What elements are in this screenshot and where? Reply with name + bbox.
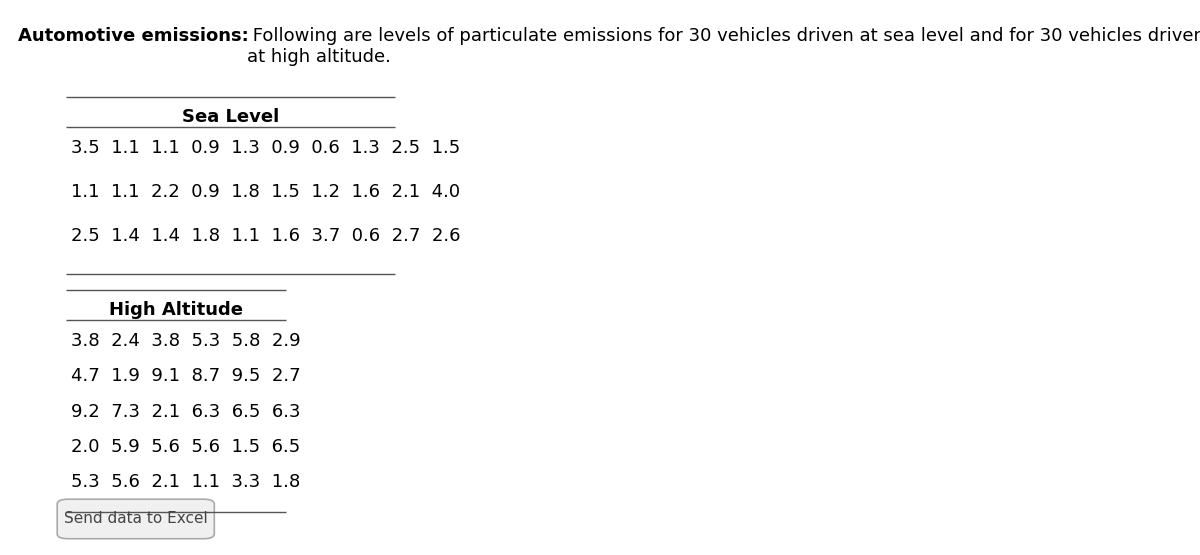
Text: Sea Level: Sea Level — [182, 108, 280, 125]
Text: Send data to Excel: Send data to Excel — [64, 512, 208, 527]
Text: 2.0  5.9  5.6  5.6  1.5  6.5: 2.0 5.9 5.6 5.6 1.5 6.5 — [71, 438, 300, 456]
Text: 9.2  7.3  2.1  6.3  6.5  6.3: 9.2 7.3 2.1 6.3 6.5 6.3 — [71, 402, 300, 421]
Text: High Altitude: High Altitude — [109, 301, 242, 319]
Text: 5.3  5.6  2.1  1.1  3.3  1.8: 5.3 5.6 2.1 1.1 3.3 1.8 — [71, 473, 300, 491]
FancyBboxPatch shape — [58, 499, 215, 539]
Text: 2.5  1.4  1.4  1.8  1.1  1.6  3.7  0.6  2.7  2.6: 2.5 1.4 1.4 1.8 1.1 1.6 3.7 0.6 2.7 2.6 — [71, 226, 461, 245]
Text: 3.8  2.4  3.8  5.3  5.8  2.9: 3.8 2.4 3.8 5.3 5.8 2.9 — [71, 332, 300, 350]
Text: 4.7  1.9  9.1  8.7  9.5  2.7: 4.7 1.9 9.1 8.7 9.5 2.7 — [71, 367, 300, 386]
Text: Following are levels of particulate emissions for 30 vehicles driven at sea leve: Following are levels of particulate emis… — [247, 27, 1200, 65]
Text: 3.5  1.1  1.1  0.9  1.3  0.9  0.6  1.3  2.5  1.5: 3.5 1.1 1.1 0.9 1.3 0.9 0.6 1.3 2.5 1.5 — [71, 139, 460, 157]
Text: 1.1  1.1  2.2  0.9  1.8  1.5  1.2  1.6  2.1  4.0: 1.1 1.1 2.2 0.9 1.8 1.5 1.2 1.6 2.1 4.0 — [71, 183, 460, 200]
Text: Automotive emissions:: Automotive emissions: — [18, 27, 248, 45]
